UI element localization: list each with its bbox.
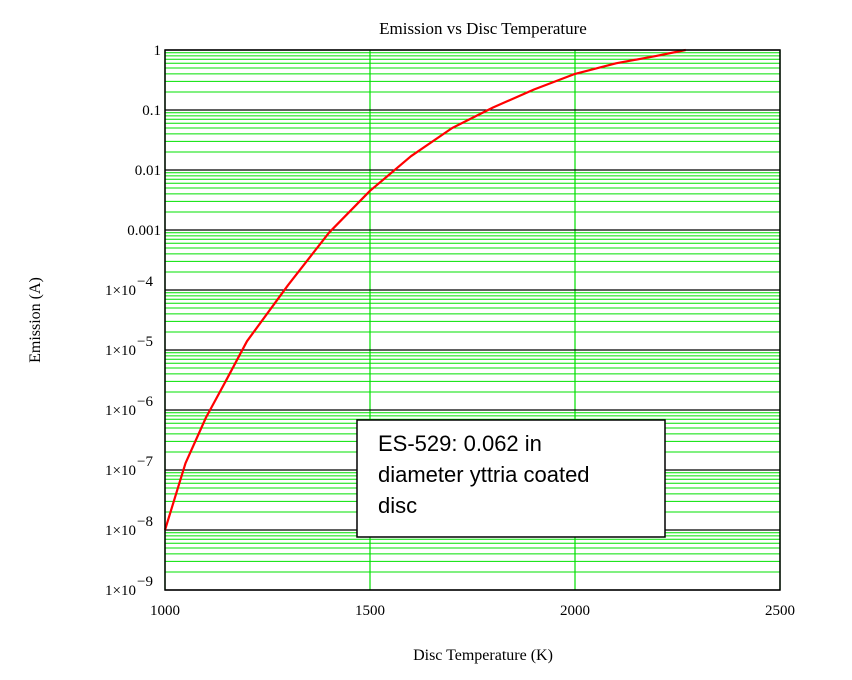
y-tick-exponent: −4 xyxy=(137,274,153,290)
series-line-1 xyxy=(163,48,686,531)
annotation-box: ES-529: 0.062 in diameter yttria coated … xyxy=(356,419,666,538)
y-tick-exponent: −9 xyxy=(137,574,153,590)
plot-frame xyxy=(164,49,781,591)
y-tick-label: 1×10 xyxy=(105,403,136,419)
annotation-frame xyxy=(356,419,666,538)
chart-title: Emission vs Disc Temperature xyxy=(379,19,587,38)
y-tick-label: 1 xyxy=(154,43,162,59)
x-tick-label: 2500 xyxy=(765,603,795,619)
y-tick-label: 1×10 xyxy=(105,463,136,479)
y-tick-label: 1×10 xyxy=(105,343,136,359)
y-tick-label: 0.01 xyxy=(135,163,161,179)
tick-labels: 1000 1500 2000 250010.10.010.0011×10−41×10−… xyxy=(105,43,795,619)
y-tick-label: 0.001 xyxy=(127,223,161,239)
y-tick-label: 1×10 xyxy=(105,583,136,599)
y-tick-label: 1×10 xyxy=(105,523,136,539)
annotation-line-2: diameter yttria coated xyxy=(378,462,590,487)
series-layer xyxy=(163,48,686,531)
y-tick-exponent: −7 xyxy=(137,454,153,470)
x-tick-label: 1500 xyxy=(355,603,385,619)
x-tick-label: 1000 xyxy=(150,603,180,619)
y-tick-exponent: −8 xyxy=(137,514,153,530)
y-tick-exponent: −6 xyxy=(137,394,153,410)
y-tick-label: 0.1 xyxy=(142,103,161,119)
y-tick-label: 1×10 xyxy=(105,283,136,299)
y-tick-exponent: −5 xyxy=(137,334,153,350)
annotation-line-3: disc xyxy=(378,493,417,518)
x-tick-label: 2000 xyxy=(560,603,590,619)
annotation-line-1: ES-529: 0.062 in xyxy=(378,431,542,456)
y-axis-label: Emission (A) xyxy=(27,277,44,363)
x-axis-label: Disc Temperature (K) xyxy=(413,647,553,664)
